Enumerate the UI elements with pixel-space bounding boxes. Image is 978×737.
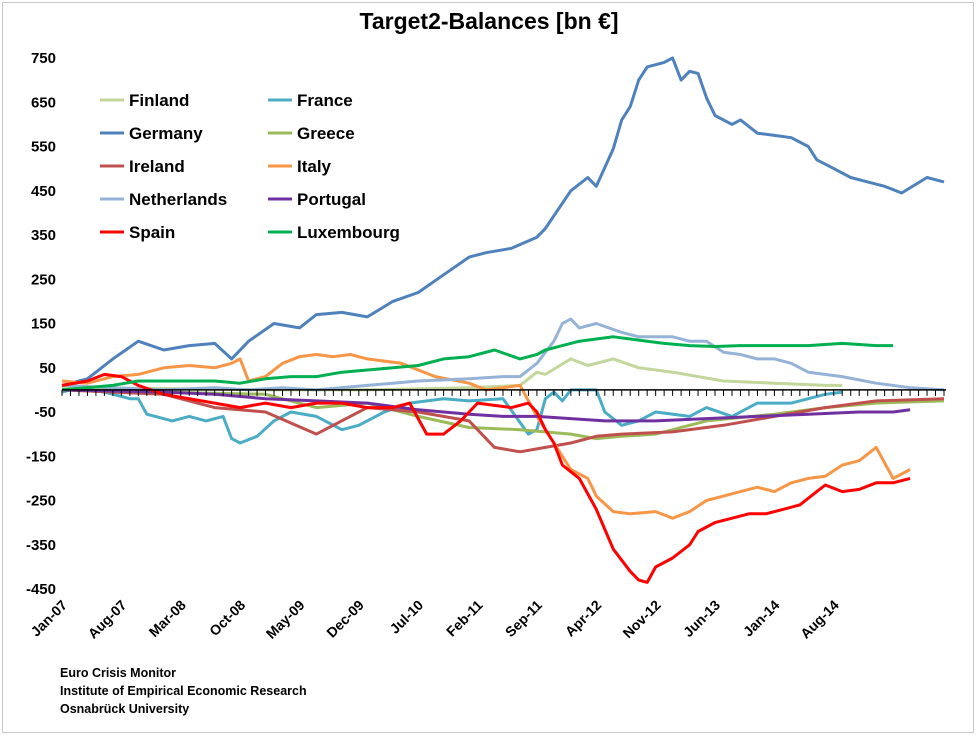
y-tick-label: 50 bbox=[39, 360, 56, 377]
x-tick-label: Oct-08 bbox=[206, 597, 248, 639]
legend-label-luxembourg: Luxembourg bbox=[297, 223, 400, 242]
series-line-germany bbox=[61, 56, 945, 387]
x-tick-label: Dec-09 bbox=[323, 597, 367, 641]
y-tick-label: 250 bbox=[31, 271, 56, 288]
legend-label-finland: Finland bbox=[129, 91, 189, 110]
y-tick-label: 550 bbox=[31, 139, 56, 156]
series-line-netherlands bbox=[61, 317, 945, 392]
source-line-institute: Institute of Empirical Economic Research bbox=[60, 684, 307, 698]
legend-label-netherlands: Netherlands bbox=[129, 190, 227, 209]
x-tick-label: Aug-07 bbox=[85, 597, 130, 642]
series-line-ireland bbox=[61, 388, 945, 454]
x-tick-label: Jan-14 bbox=[740, 597, 783, 640]
legend-label-france: France bbox=[297, 91, 353, 110]
x-tick-label: Aug-14 bbox=[797, 597, 842, 642]
chart-title: Target2-Balances [bn €] bbox=[359, 8, 619, 34]
y-tick-label: -350 bbox=[26, 537, 56, 554]
x-tick-label: Mar-08 bbox=[146, 597, 189, 640]
x-tick-label: Jun-13 bbox=[680, 597, 723, 640]
y-tick-label: 350 bbox=[31, 227, 56, 244]
x-tick-label: Feb-11 bbox=[443, 597, 486, 640]
y-axis-ticks: 750 650 550 450 350 250 150 50 -50 -150 -250 -350 -4… bbox=[26, 50, 56, 598]
series-line-spain bbox=[61, 372, 911, 584]
legend-label-ireland: Ireland bbox=[129, 157, 185, 176]
y-tick-label: -250 bbox=[26, 493, 56, 510]
y-tick-label: -50 bbox=[34, 404, 56, 421]
series-line-italy bbox=[61, 353, 911, 520]
series-line-france bbox=[61, 386, 843, 445]
series-line-luxembourg bbox=[61, 335, 894, 392]
series-lines bbox=[61, 56, 945, 584]
y-tick-label: 150 bbox=[31, 316, 56, 333]
legend-label-spain: Spain bbox=[129, 223, 175, 242]
source-notes: Euro Crisis Monitor Institute of Empiric… bbox=[60, 664, 307, 718]
x-tick-label: Nov-12 bbox=[619, 597, 663, 641]
x-tick-label: Sep-11 bbox=[502, 597, 545, 640]
legend: Finland France Germany Greece Ireland Italy Ne… bbox=[100, 91, 400, 242]
legend-label-italy: Italy bbox=[297, 157, 332, 176]
x-axis-tickmarks bbox=[61, 389, 945, 396]
y-tick-label: 750 bbox=[31, 50, 56, 67]
legend-label-greece: Greece bbox=[297, 124, 355, 143]
y-tick-label: -450 bbox=[26, 581, 56, 598]
y-tick-label: -150 bbox=[26, 448, 56, 465]
source-line-university: Osnabrück University bbox=[60, 702, 190, 716]
source-line-monitor: Euro Crisis Monitor bbox=[60, 666, 176, 680]
x-tick-label: May-09 bbox=[263, 597, 308, 642]
series-line-portugal bbox=[61, 388, 911, 423]
series-line-finland bbox=[61, 357, 843, 392]
x-tick-label: Jul-10 bbox=[386, 597, 426, 637]
x-axis-ticks: Jan-07 Aug-07 Mar-08 Oct-08 May-09 Dec-09 Jul-… bbox=[27, 597, 842, 642]
legend-label-germany: Germany bbox=[129, 124, 203, 143]
y-tick-label: 650 bbox=[31, 94, 56, 111]
x-tick-label: Apr-12 bbox=[562, 597, 605, 640]
legend-label-portugal: Portugal bbox=[297, 190, 366, 209]
y-tick-label: 450 bbox=[31, 183, 56, 200]
x-tick-label: Jan-07 bbox=[27, 597, 70, 640]
